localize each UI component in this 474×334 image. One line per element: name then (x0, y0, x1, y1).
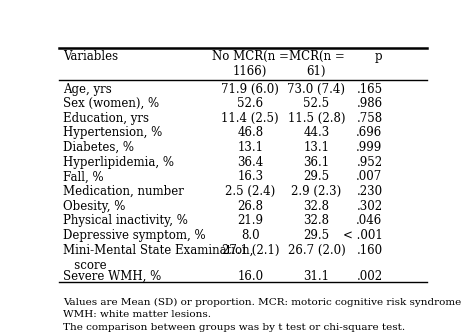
Text: 13.1: 13.1 (237, 141, 263, 154)
Text: .952: .952 (356, 156, 383, 169)
Text: .696: .696 (356, 127, 383, 140)
Text: 32.8: 32.8 (303, 214, 329, 227)
Text: Diabetes, %: Diabetes, % (63, 141, 134, 154)
Text: .230: .230 (356, 185, 383, 198)
Text: 36.1: 36.1 (303, 156, 329, 169)
Text: Physical inactivity, %: Physical inactivity, % (63, 214, 188, 227)
Text: < .001: < .001 (343, 229, 383, 242)
Text: Age, yrs: Age, yrs (63, 82, 112, 96)
Text: 73.0 (7.4): 73.0 (7.4) (287, 82, 346, 96)
Text: 21.9: 21.9 (237, 214, 263, 227)
Text: Hyperlipidemia, %: Hyperlipidemia, % (63, 156, 174, 169)
Text: 52.6: 52.6 (237, 97, 264, 110)
Text: 29.5: 29.5 (303, 170, 329, 183)
Text: WMH: white matter lesions.: WMH: white matter lesions. (63, 310, 211, 319)
Text: 71.9 (6.0): 71.9 (6.0) (221, 82, 279, 96)
Text: 26.8: 26.8 (237, 200, 263, 213)
Text: Medication, number: Medication, number (63, 185, 184, 198)
Text: 2.5 (2.4): 2.5 (2.4) (225, 185, 275, 198)
Text: 11.5 (2.8): 11.5 (2.8) (288, 112, 345, 125)
Text: MCR(n =
61): MCR(n = 61) (289, 50, 344, 78)
Text: Values are Mean (SD) or proportion. MCR: motoric cognitive risk syndrome: Values are Mean (SD) or proportion. MCR:… (63, 298, 461, 307)
Text: The comparison between groups was by t test or chi-square test.: The comparison between groups was by t t… (63, 323, 405, 332)
Text: No MCR(n =
1166): No MCR(n = 1166) (212, 50, 289, 78)
Text: 52.5: 52.5 (303, 97, 329, 110)
Text: Hypertension, %: Hypertension, % (63, 127, 162, 140)
Text: 46.8: 46.8 (237, 127, 264, 140)
Text: Mini-Mental State Examination,
   score: Mini-Mental State Examination, score (63, 244, 253, 272)
Text: 44.3: 44.3 (303, 127, 329, 140)
Text: 11.4 (2.5): 11.4 (2.5) (221, 112, 279, 125)
Text: .160: .160 (356, 244, 383, 257)
Text: 36.4: 36.4 (237, 156, 264, 169)
Text: .758: .758 (356, 112, 383, 125)
Text: Education, yrs: Education, yrs (63, 112, 149, 125)
Text: 8.0: 8.0 (241, 229, 260, 242)
Text: 31.1: 31.1 (303, 270, 329, 283)
Text: 27.1 (2.1): 27.1 (2.1) (221, 244, 279, 257)
Text: 16.3: 16.3 (237, 170, 264, 183)
Text: .302: .302 (356, 200, 383, 213)
Text: .007: .007 (356, 170, 383, 183)
Text: Fall, %: Fall, % (63, 170, 103, 183)
Text: Depressive symptom, %: Depressive symptom, % (63, 229, 206, 242)
Text: Severe WMH, %: Severe WMH, % (63, 270, 161, 283)
Text: 32.8: 32.8 (303, 200, 329, 213)
Text: 16.0: 16.0 (237, 270, 264, 283)
Text: .046: .046 (356, 214, 383, 227)
Text: 2.9 (2.3): 2.9 (2.3) (291, 185, 342, 198)
Text: Obesity, %: Obesity, % (63, 200, 125, 213)
Text: .986: .986 (356, 97, 383, 110)
Text: Variables: Variables (63, 50, 118, 63)
Text: .165: .165 (356, 82, 383, 96)
Text: 13.1: 13.1 (303, 141, 329, 154)
Text: .002: .002 (356, 270, 383, 283)
Text: 29.5: 29.5 (303, 229, 329, 242)
Text: .999: .999 (356, 141, 383, 154)
Text: 26.7 (2.0): 26.7 (2.0) (288, 244, 345, 257)
Text: p: p (375, 50, 383, 63)
Text: Sex (women), %: Sex (women), % (63, 97, 159, 110)
